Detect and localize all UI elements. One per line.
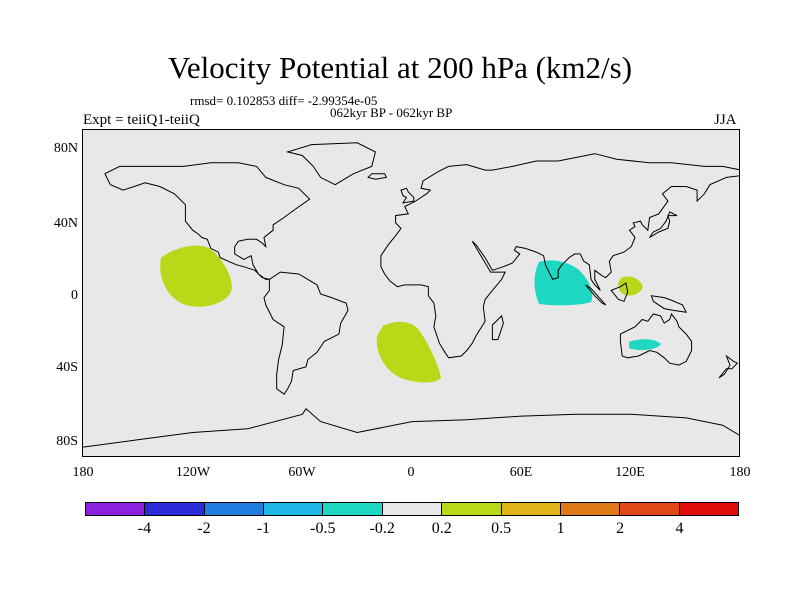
anomaly-pacific — [160, 245, 232, 307]
coastline-greenland — [285, 142, 376, 186]
colorbar-box-10 — [679, 503, 738, 515]
y-tick-40n: 40N — [53, 216, 78, 231]
coastline-australia — [619, 312, 693, 366]
y-tick-80n: 80N — [53, 141, 78, 156]
x-tick-180w: 180 — [72, 465, 94, 480]
coastline-sumatra — [585, 284, 607, 306]
colorbar-label: 2 — [616, 520, 625, 537]
y-tick-40s: 40S — [56, 360, 78, 375]
coastline-new-zealand — [718, 354, 739, 379]
colorbar-box-3 — [264, 503, 324, 515]
colorbar-box-0 — [86, 503, 146, 515]
colorbar-box-2 — [204, 503, 265, 515]
y-tick-80s: 80S — [56, 434, 78, 449]
colorbar-box-4 — [323, 503, 383, 515]
colorbar-box-9 — [620, 503, 680, 515]
colorbar-label: -1 — [256, 520, 271, 537]
stats-label: rmsd= 0.102853 diff= -2.99354e-05 — [190, 93, 378, 108]
colorbar-label: -0.2 — [369, 520, 395, 537]
x-tick-120e: 120E — [615, 465, 645, 480]
colorbar-box-8 — [560, 503, 621, 515]
colorbar-label: 0.2 — [431, 520, 452, 537]
map-panel — [82, 129, 740, 457]
coastline-borneo — [610, 282, 629, 302]
coastline-north-america — [104, 162, 311, 280]
x-tick-180e: 180 — [729, 465, 751, 480]
season-label: JJA — [714, 112, 737, 128]
colorbar-label: -2 — [197, 520, 211, 537]
anomaly-philippines — [618, 276, 643, 296]
colorbar-box-7 — [501, 503, 561, 515]
colorbar-label: 0.5 — [491, 520, 512, 537]
coastline-new-guinea — [650, 295, 688, 313]
colorbar-box-6 — [442, 503, 502, 515]
colorbar — [85, 502, 739, 516]
coastline-south-america — [263, 271, 349, 395]
x-tick-120w: 120W — [175, 465, 211, 480]
colorbar-label: -0.5 — [310, 520, 336, 537]
x-tick-60e: 60E — [509, 465, 533, 480]
anomaly-australia — [629, 339, 661, 351]
x-tick-0: 0 — [407, 465, 415, 480]
anomaly-south-atlantic — [376, 321, 441, 383]
coastline-japan — [649, 211, 678, 238]
colorbar-label: 1 — [556, 520, 565, 537]
coastline-uk — [400, 187, 415, 204]
colorbar-label: 4 — [675, 520, 684, 537]
center-label: 062kyr BP - 062kyr BP — [330, 105, 453, 120]
coastline-antarctica — [83, 408, 739, 448]
coastline-iceland — [367, 173, 388, 180]
coastline-madagascar — [491, 314, 504, 341]
anomaly-indian-ocean — [534, 260, 593, 306]
x-tick-60w: 60W — [288, 465, 316, 480]
colorbar-box-1 — [145, 503, 205, 515]
map-canvas — [83, 142, 739, 448]
experiment-label: Expt = teiiQ1-teiiQ — [83, 112, 200, 128]
coastline-africa-eurasia — [380, 153, 739, 359]
colorbar-label: -4 — [137, 520, 152, 537]
y-tick-0: 0 — [71, 288, 78, 303]
colorbar-box-5 — [382, 503, 443, 515]
plot-title: Velocity Potential at 200 hPa (km2/s) — [167, 50, 633, 85]
